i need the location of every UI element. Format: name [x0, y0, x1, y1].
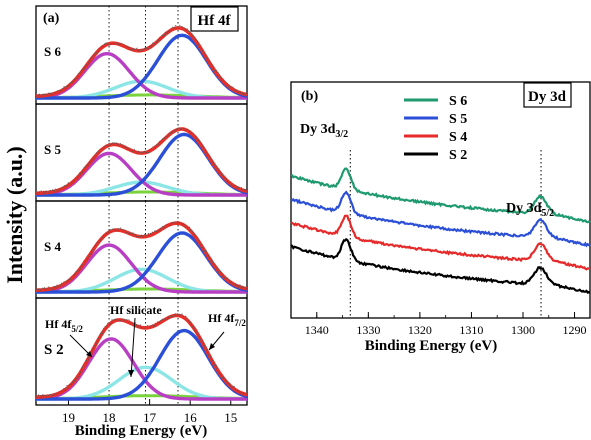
a-ylabel: Intensity (a.u.): [2, 146, 27, 284]
annot-hf-4f72: Hf 4f7/2: [208, 311, 246, 328]
b-xtick-label: 1310: [459, 323, 483, 337]
b-title-box: [523, 82, 572, 108]
a-sample-label: S 6: [44, 44, 61, 59]
b-xlabel: Binding Energy (eV): [365, 338, 498, 354]
annot-hf-4f72-sub: 7/2: [234, 318, 246, 328]
a-sample-label: S 5: [44, 142, 61, 157]
b-legend-label: S 2: [449, 148, 467, 163]
b-series-line: [290, 167, 591, 224]
annot-hf-4f52-prefix: Hf 4f: [45, 317, 72, 331]
a-sample-label: S 4: [44, 239, 61, 254]
annot-hf-4f72-prefix: Hf 4f: [208, 311, 235, 325]
b-legend: S 6 S 5 S 4 S 2: [404, 94, 467, 163]
a-xlabel: Binding Energy (eV): [75, 423, 208, 439]
b-xtick-label: 1290: [563, 323, 587, 337]
b-xtick-label: 1300: [511, 323, 535, 337]
b-peak-3d52-prefix: Dy 3d: [506, 201, 542, 216]
b-peak-3d32-sub: 3/2: [335, 129, 348, 140]
b-series-line: [290, 190, 591, 248]
a-envelope: [36, 221, 247, 293]
b-series-line: [290, 237, 591, 295]
b-peak-3d32-prefix: Dy 3d: [300, 122, 336, 137]
a-component-hf-4f5-2: [36, 151, 247, 197]
a-raw-data: [36, 220, 247, 292]
a-sample-label: S 2: [44, 342, 64, 358]
a-title-box: [190, 6, 239, 32]
annot-hf-4f52-sub: 5/2: [71, 324, 83, 334]
a-subplot-frame: [35, 297, 248, 406]
b-title: Dy 3d: [528, 89, 567, 105]
a-raw-data: [36, 127, 247, 195]
a-xtick-label: 18: [103, 410, 116, 425]
a-xtick-label: 16: [184, 410, 198, 425]
a-xtick-label: 19: [62, 410, 75, 425]
a-raw-data: [36, 312, 247, 399]
b-legend-label: S 4: [449, 130, 467, 145]
a-panel-label: (a): [43, 11, 60, 26]
annot-hf-4f52: Hf 4f5/2: [45, 317, 83, 334]
b-legend-label: S 5: [449, 112, 467, 127]
a-xtick-label: 15: [224, 410, 237, 425]
b-xtick-label: 1340: [305, 323, 329, 337]
panel-a-content: [36, 6, 247, 405]
b-peak-3d52-sub: 5/2: [541, 208, 554, 219]
b-xtick-label: 1320: [408, 323, 432, 337]
a-annotations: Hf 4f5/2 Hf silicate Hf 4f7/2: [45, 303, 246, 378]
b-xtick-label: 1330: [356, 323, 380, 337]
b-series-line: [290, 214, 590, 271]
b-peak-label-3d32: Dy 3d3/2: [300, 122, 348, 140]
b-peak-label-3d52: Dy 3d5/2: [506, 201, 554, 219]
panel-b-content: [290, 167, 591, 295]
a-title: Hf 4f: [198, 13, 232, 29]
b-legend-label: S 6: [449, 94, 467, 109]
a-envelope: [36, 127, 247, 196]
annot-hf-silicate: Hf silicate: [110, 303, 162, 317]
panel-b-frame: 1340 1330 1320 1310 1300 1290: [290, 81, 591, 337]
panel-a-frames: 19 18 17 16 15 S 6 S 5 S 4 S 2: [35, 5, 248, 425]
a-xtick-label: 17: [143, 410, 157, 425]
b-panel-label: (b): [301, 89, 318, 104]
